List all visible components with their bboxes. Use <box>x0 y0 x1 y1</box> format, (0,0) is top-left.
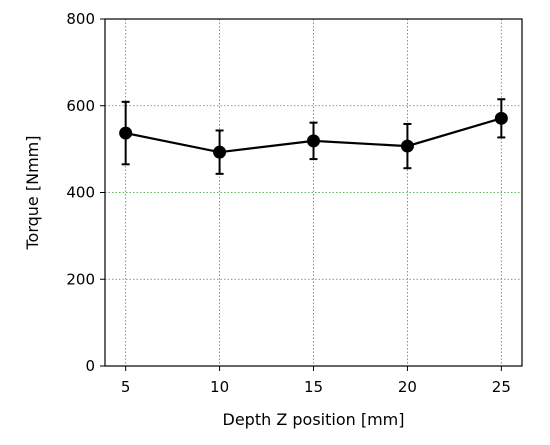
data-series <box>119 98 508 175</box>
x-axis-label: Depth Z position [mm] <box>223 410 405 429</box>
x-axis-ticks: 5 10 15 20 25 <box>121 366 511 396</box>
x-tick-label: 5 <box>121 378 131 396</box>
y-tick-label: 200 <box>66 270 95 288</box>
y-tick-label: 600 <box>66 97 95 115</box>
data-point <box>307 134 320 148</box>
data-point <box>213 145 227 159</box>
data-point <box>494 111 508 125</box>
y-axis-ticks: 0 200 400 600 800 <box>66 10 105 375</box>
x-tick-label: 20 <box>398 378 417 396</box>
x-tick-label: 15 <box>304 378 323 396</box>
y-tick-label: 0 <box>85 357 95 375</box>
data-point <box>119 126 133 140</box>
grid-lines <box>105 18 522 367</box>
x-tick-label: 25 <box>492 378 511 396</box>
y-axis-label: Torque [Nmm] <box>23 136 42 251</box>
y-tick-label: 800 <box>66 10 95 28</box>
y-tick-label: 400 <box>66 184 95 202</box>
data-point <box>400 139 414 153</box>
x-tick-label: 10 <box>210 378 229 396</box>
